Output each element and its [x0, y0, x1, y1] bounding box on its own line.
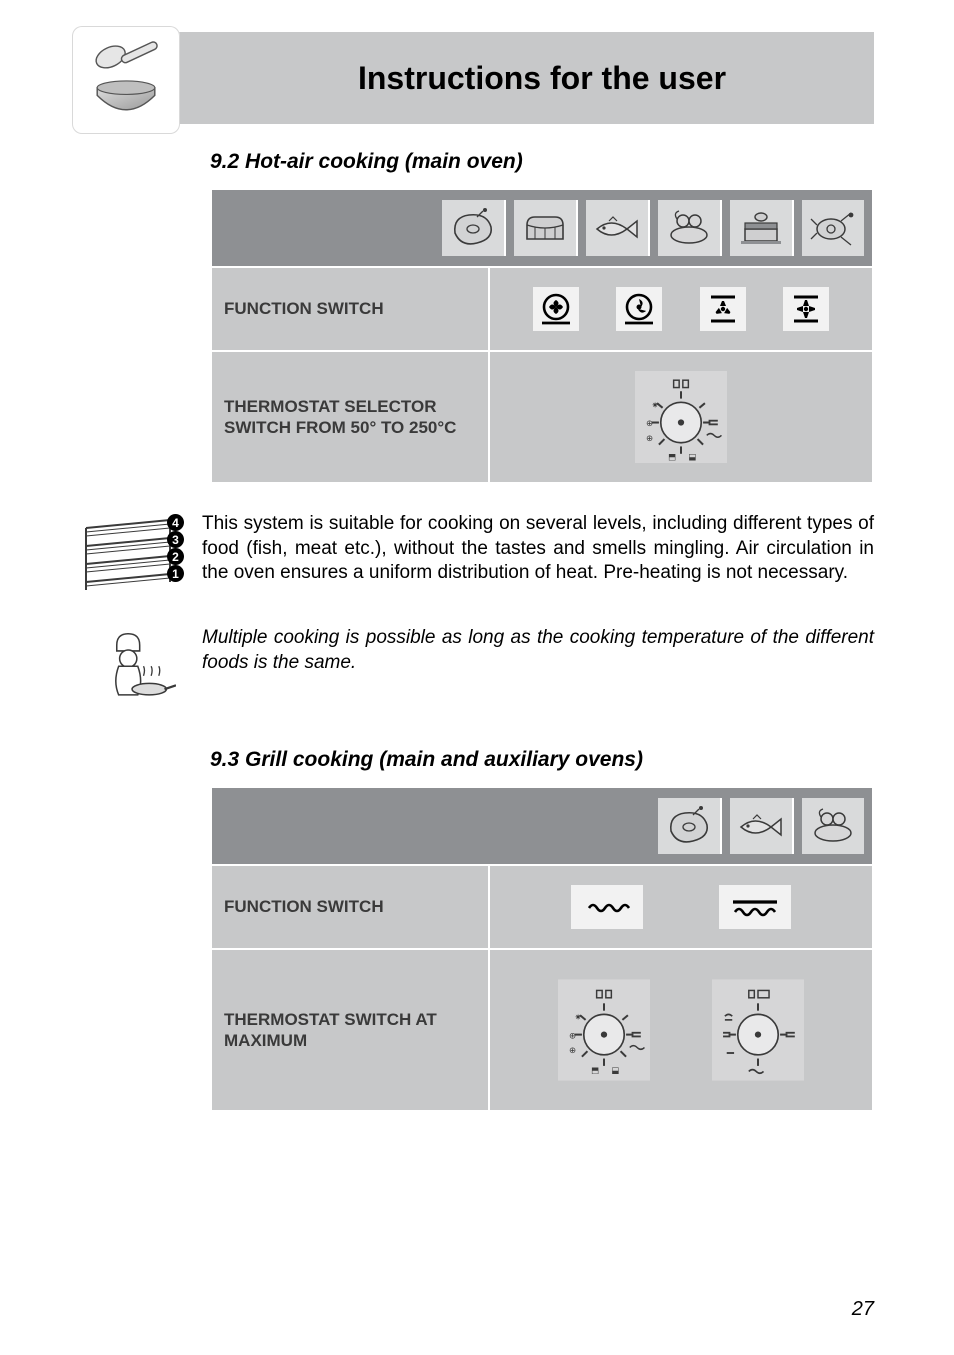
food-baking-icon [658, 200, 722, 256]
section-b-heading: 9.3 Grill cooking (main and auxiliary ov… [210, 748, 874, 772]
chef-spoon-icon [72, 26, 180, 134]
switch-fan-heat-2-icon [782, 286, 830, 332]
rack-level-4: 4 [167, 514, 184, 531]
hotair-panel: FUNCTION SWITCH [210, 188, 874, 484]
svg-text:⊕: ⊕ [646, 434, 653, 443]
grill-food-row [212, 788, 872, 864]
food-roll-icon [802, 200, 864, 256]
rack-level-3: 3 [167, 531, 184, 548]
food-fish-icon [586, 200, 650, 256]
rack-levels-icon: 4 3 2 1 [80, 512, 188, 600]
grill-func-label: FUNCTION SWITCH [211, 865, 489, 949]
page-number: 27 [852, 1298, 874, 1321]
svg-text:✷: ✷ [575, 1013, 582, 1022]
knob-multi-icon: ✷ ⊕ ⊕ ⬒ ⬓ [558, 975, 650, 1085]
hotair-food-row [212, 190, 872, 266]
food-fish-icon [730, 798, 794, 854]
svg-text:⬓: ⬓ [611, 1066, 619, 1075]
rack-level-1: 1 [167, 565, 184, 582]
switch-grill-small-icon [570, 884, 644, 930]
section-a-heading: 9.2 Hot-air cooking (main oven) [210, 150, 874, 174]
rack-level-2: 2 [167, 548, 184, 565]
hotair-body-1: This system is suitable for cooking on s… [202, 512, 874, 586]
svg-text:⬒: ⬒ [668, 452, 676, 461]
page-title: Instructions for the user [80, 60, 874, 97]
switch-fan-circle-2-icon [615, 286, 663, 332]
food-bread-icon [514, 200, 578, 256]
food-steak-icon [442, 200, 506, 256]
food-baking-icon [802, 798, 864, 854]
switch-fan-heat-1-icon [699, 286, 747, 332]
hotair-knob-cell: ✷ ⊕ ⊕ ⬒ ⬓ [490, 352, 872, 482]
grill-switch-row [490, 866, 872, 948]
svg-text:⊕: ⊕ [569, 1031, 576, 1040]
grill-thermo-label: THERMOSTAT SWITCH AT MAXIMUM [211, 949, 489, 1111]
switch-fan-circle-1-icon [532, 286, 580, 332]
svg-text:⊕: ⊕ [569, 1046, 576, 1055]
hotair-thermo-label: THERMOSTAT SELECTOR SWITCH FROM 50° TO 2… [211, 351, 489, 483]
switch-grill-large-icon [718, 884, 792, 930]
svg-text:⬒: ⬒ [591, 1066, 599, 1075]
knob-simple-icon [712, 975, 804, 1085]
svg-text:✷: ✷ [652, 401, 659, 410]
knob-multi-icon: ✷ ⊕ ⊕ ⬒ ⬓ [635, 371, 727, 463]
svg-text:⬓: ⬓ [688, 452, 696, 461]
food-steak-icon [658, 798, 722, 854]
hotair-body-2: Multiple cooking is possible as long as … [202, 626, 874, 675]
grill-panel: FUNCTION SWITCH THERMOSTAT SWITCH AT MAX… [210, 786, 874, 1112]
title-bar: Instructions for the user [80, 32, 874, 124]
food-cake-icon [730, 200, 794, 256]
grill-knob-row: ✷ ⊕ ⊕ ⬒ ⬓ [490, 950, 872, 1110]
hotair-switch-row [490, 268, 872, 350]
chef-note-icon [80, 626, 188, 714]
svg-text:⊕: ⊕ [646, 419, 653, 428]
hotair-func-label: FUNCTION SWITCH [211, 267, 489, 351]
